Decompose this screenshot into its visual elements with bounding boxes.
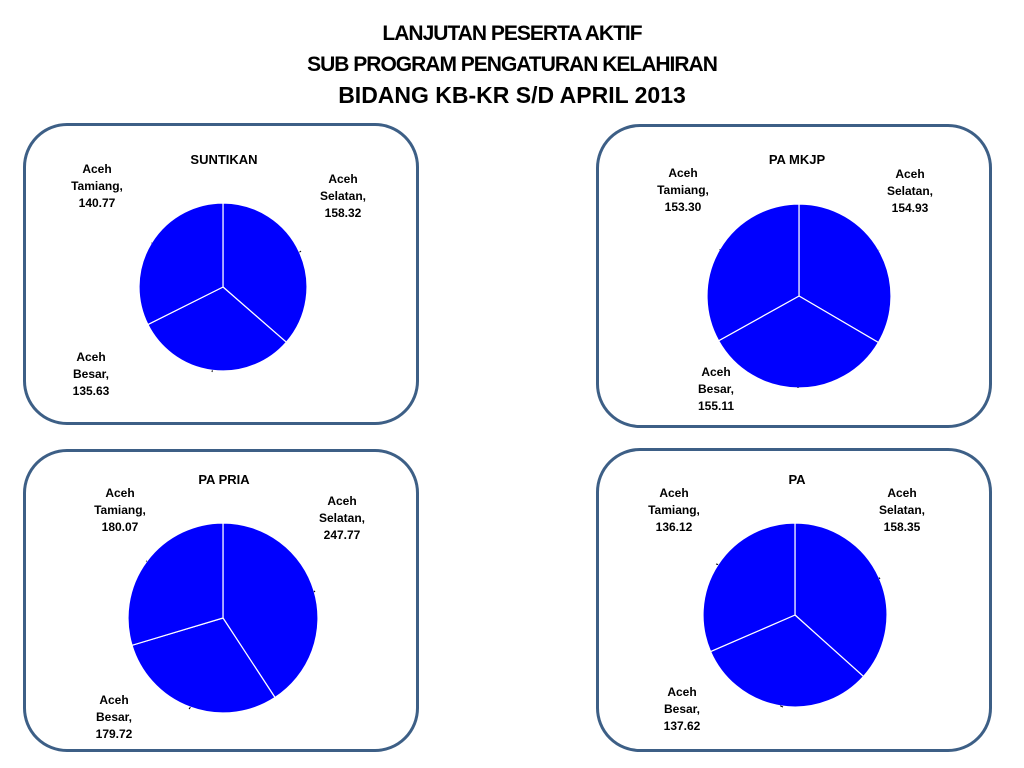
data-label-aceh-selatan: Aceh Selatan, 158.35 bbox=[879, 486, 925, 534]
title-line-1: LANJUTAN PESERTA AKTIF bbox=[382, 22, 642, 45]
pie-slice-aceh-tamiang bbox=[702, 522, 796, 653]
slide-title: LANJUTAN PESERTA AKTIF SUB PROGRAM PENGA… bbox=[0, 18, 1024, 111]
leader-line bbox=[299, 250, 302, 253]
data-label-aceh-selatan: Aceh Selatan, 158.32 bbox=[320, 172, 366, 220]
data-label-aceh-besar: Aceh Besar, 135.63 bbox=[73, 350, 110, 398]
pie-chart-pa: PA Aceh Selatan, 158.35 Aceh Besar, 137.62 Aceh… bbox=[648, 472, 925, 733]
title-line-3: BIDANG KB-KR S/D APRIL 2013 bbox=[338, 82, 686, 108]
chart-title: PA bbox=[788, 472, 806, 487]
title-line-2: SUB PROGRAM PENGATURAN KELAHIRAN bbox=[307, 53, 718, 76]
pie-chart-suntikan: SUNTIKAN Aceh Selatan, 158.32 Aceh Besar, 135.… bbox=[71, 152, 366, 398]
data-label-aceh-tamiang: Aceh Tamiang, 140.77 bbox=[71, 162, 123, 210]
data-label-aceh-besar: Aceh Besar, 155.11 bbox=[698, 365, 734, 413]
chart-panel-pa: PA Aceh Selatan, 158.35 Aceh Besar, 137.62 Aceh… bbox=[596, 448, 992, 752]
chart-panel-pa-pria: PA PRIA Aceh Selatan, 247.77 Aceh Besar, 179.7… bbox=[23, 449, 419, 752]
data-label-aceh-besar: Aceh Besar, 179.72 bbox=[96, 693, 133, 741]
chart-panel-suntikan: SUNTIKAN Aceh Selatan, 158.32 Aceh Besar, 135.… bbox=[23, 123, 419, 425]
pie-slice-aceh-tamiang bbox=[706, 203, 800, 342]
data-label-aceh-tamiang: Aceh Tamiang, 153.30 bbox=[657, 166, 709, 214]
data-label-aceh-tamiang: Aceh Tamiang, 136.12 bbox=[648, 486, 700, 534]
leader-line bbox=[188, 706, 191, 710]
data-label-aceh-selatan: Aceh Selatan, 154.93 bbox=[887, 167, 933, 215]
chart-panel-pa-mkjp: PA MKJP Aceh Selatan, 154.93 Aceh Besar, 155.1… bbox=[596, 124, 992, 428]
data-label-aceh-tamiang: Aceh Tamiang, 180.07 bbox=[94, 486, 146, 534]
leader-line bbox=[313, 590, 316, 593]
pie-slice-aceh-selatan bbox=[794, 522, 888, 678]
data-label-aceh-selatan: Aceh Selatan, 247.77 bbox=[319, 494, 365, 542]
leader-line bbox=[779, 705, 784, 708]
chart-title: SUNTIKAN bbox=[190, 152, 257, 167]
leader-line bbox=[878, 577, 881, 580]
pie-slice-aceh-tamiang bbox=[127, 522, 224, 647]
data-label-aceh-besar: Aceh Besar, 137.62 bbox=[664, 685, 701, 733]
pie-chart-pa-pria: PA PRIA Aceh Selatan, 247.77 Aceh Besar, 179.7… bbox=[94, 472, 365, 741]
chart-title: PA MKJP bbox=[769, 152, 826, 167]
chart-title: PA PRIA bbox=[198, 472, 250, 487]
pie-slice-aceh-selatan bbox=[798, 203, 892, 344]
pie-chart-pa-mkjp: PA MKJP Aceh Selatan, 154.93 Aceh Besar, 155.1… bbox=[657, 152, 933, 413]
